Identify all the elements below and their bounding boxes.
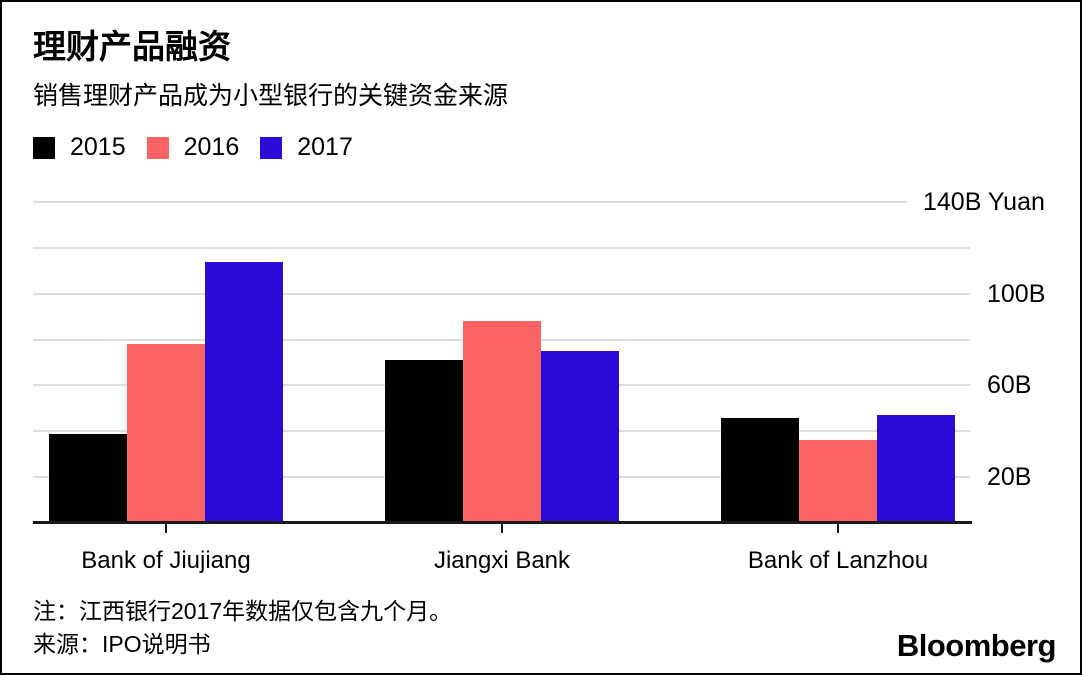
legend-swatch-2017 bbox=[260, 136, 283, 159]
y-axis-label-60: 60B bbox=[987, 371, 1032, 399]
chart-subtitle: 销售理财产品成为小型银行的关键资金来源 bbox=[33, 82, 509, 110]
source-line: 来源：IPO说明书 bbox=[33, 631, 211, 657]
x-axis-tick bbox=[837, 524, 839, 533]
footnote: 注：江西银行2017年数据仅包含九个月。 bbox=[33, 598, 453, 624]
chart-title: 理财产品融资 bbox=[33, 28, 231, 65]
gridline-140 bbox=[33, 201, 907, 203]
x-axis-label-jiangxi-bank: Jiangxi Bank bbox=[433, 547, 571, 574]
bar-2016-jiangxi-bank bbox=[463, 321, 541, 523]
legend-item-2016: 2016 bbox=[146, 133, 240, 162]
y-axis-label-100: 100B bbox=[987, 280, 1046, 308]
x-axis-label-bank-of-lanzhou: Bank of Lanzhou bbox=[747, 547, 929, 574]
x-axis-line bbox=[33, 521, 972, 524]
bar-2017-jiangxi-bank bbox=[541, 351, 619, 523]
bloomberg-logo: Bloomberg bbox=[896, 628, 1057, 663]
bar-2017-bank-of-lanzhou bbox=[877, 415, 955, 523]
x-axis-tick bbox=[165, 524, 167, 533]
legend-swatch-2015 bbox=[33, 136, 55, 159]
legend-item-2017: 2017 bbox=[260, 133, 353, 162]
legend-swatch-2016 bbox=[146, 136, 169, 159]
legend-label-2015: 2015 bbox=[70, 133, 126, 161]
gridline-100 bbox=[33, 293, 970, 295]
legend: 2015 2016 2017 bbox=[33, 133, 374, 162]
legend-label-2017: 2017 bbox=[297, 133, 353, 161]
legend-label-2016: 2016 bbox=[183, 133, 240, 161]
bar-2016-bank-of-jiujiang bbox=[127, 344, 205, 523]
bar-2015-bank-of-jiujiang bbox=[49, 434, 127, 523]
y-axis-label-140: 140B Yuan bbox=[923, 188, 1045, 216]
bar-2015-bank-of-lanzhou bbox=[721, 418, 799, 523]
bar-2016-bank-of-lanzhou bbox=[799, 440, 877, 523]
bar-2017-bank-of-jiujiang bbox=[205, 262, 283, 523]
x-axis-tick bbox=[501, 524, 503, 533]
y-axis-label-20: 20B bbox=[987, 463, 1032, 491]
legend-item-2015: 2015 bbox=[33, 133, 126, 162]
x-axis-label-bank-of-jiujiang: Bank of Jiujiang bbox=[81, 547, 251, 574]
bar-2015-jiangxi-bank bbox=[385, 360, 463, 523]
gridline-120 bbox=[33, 247, 970, 249]
